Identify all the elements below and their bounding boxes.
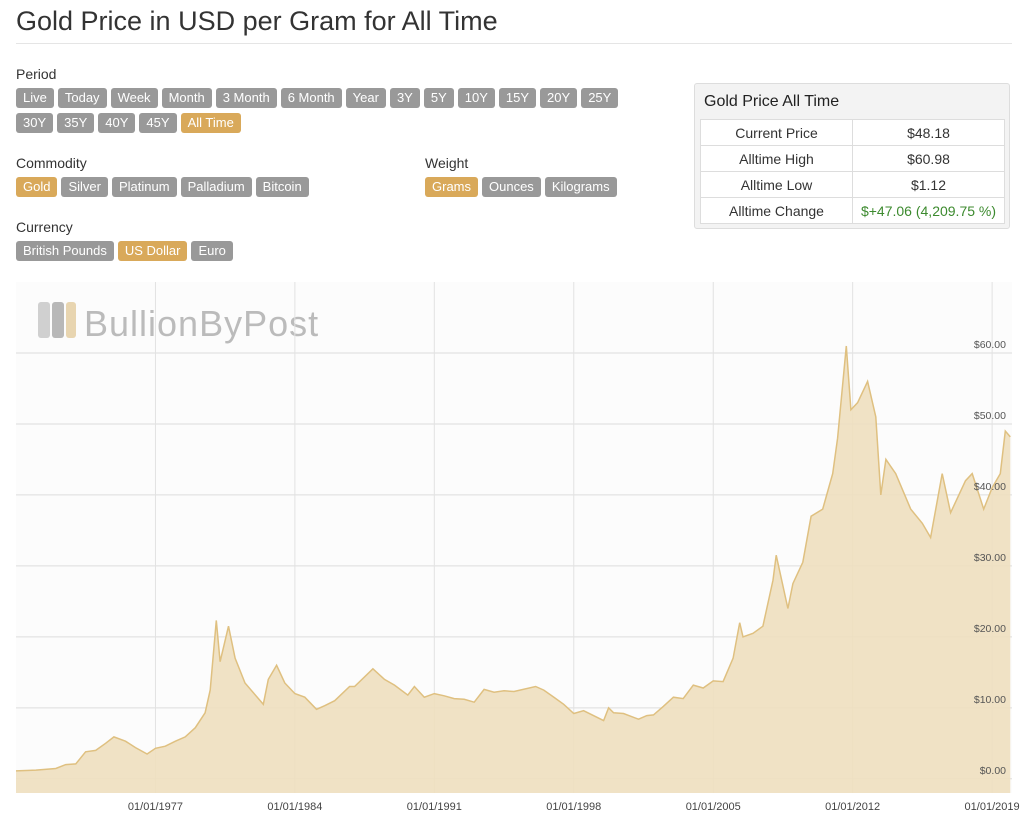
summary-value: $1.12	[852, 171, 1005, 198]
filter-button[interactable]: British Pounds	[16, 241, 114, 261]
summary-label: Current Price	[700, 119, 853, 146]
filter-button[interactable]: Today	[57, 88, 107, 108]
summary-panel: Gold Price All Time Current Price $48.18 A…	[694, 83, 1010, 229]
filter-button[interactable]: Week	[110, 88, 158, 108]
filter-button[interactable]: Euro	[191, 241, 233, 261]
filter-options: Grams Ounces Kilograms	[425, 177, 725, 197]
filter-options: Gold Silver Platinum Palladium Bitcoin	[16, 177, 416, 197]
y-tick-label: $10.00	[974, 694, 1006, 706]
summary-value: $48.18	[852, 119, 1005, 146]
chart: BullionByPost 01/01/1977 01/01/1984 01/01/…	[15, 282, 1020, 813]
filter-button[interactable]: Gold	[16, 177, 58, 197]
filter-button[interactable]: 30Y	[16, 113, 54, 133]
filter-button[interactable]: 3Y	[389, 88, 420, 108]
filter-label: Weight	[425, 155, 469, 171]
filter-button[interactable]: All Time	[180, 113, 241, 133]
logo-bar	[52, 302, 64, 338]
filter-button[interactable]: 40Y	[98, 113, 136, 133]
filter-button[interactable]: Silver	[61, 177, 108, 197]
x-tick-label: 01/01/1977	[128, 801, 183, 813]
filter-button[interactable]: Month	[161, 88, 212, 108]
summary-value: $60.98	[852, 145, 1005, 172]
x-tick-label: 01/01/1991	[407, 801, 462, 813]
filter-button[interactable]: 6 Month	[280, 88, 342, 108]
y-tick-label: $20.00	[974, 623, 1006, 635]
summary-table: Current Price $48.18 Alltime High $60.98 All…	[700, 119, 1005, 224]
y-tick-label: $0.00	[980, 765, 1006, 777]
filter-button[interactable]: Grams	[425, 177, 478, 197]
summary-title: Gold Price All Time	[704, 93, 840, 110]
filter-options: British Pounds US Dollar Euro	[16, 241, 416, 261]
filter-options: Live Today Week Month 3 Month 6 Month Year 3Y 5Y…	[16, 88, 636, 133]
filter-button[interactable]: Ounces	[482, 177, 541, 197]
filter-button[interactable]: 10Y	[457, 88, 495, 108]
page-title: Gold Price in USD per Gram for All Time	[16, 6, 1012, 44]
logo-bar	[38, 302, 50, 338]
area-fill	[16, 346, 1011, 793]
x-tick-label: 01/01/2019	[965, 801, 1020, 813]
x-tick-label: 01/01/2005	[686, 801, 741, 813]
y-tick-label: $60.00	[974, 339, 1006, 351]
price-line	[15, 345, 1011, 772]
filter-button[interactable]: 3 Month	[215, 88, 277, 108]
summary-label: Alltime Low	[700, 171, 853, 198]
summary-label: Alltime Change	[700, 197, 853, 224]
x-tick-label: 01/01/1998	[546, 801, 601, 813]
filter-button[interactable]: US Dollar	[117, 241, 188, 261]
filter-label: Period	[16, 66, 57, 82]
summary-value: $+47.06 (4,209.75 %)	[852, 197, 1005, 224]
filter-label: Currency	[16, 219, 73, 235]
filter-button[interactable]: Palladium	[180, 177, 252, 197]
summary-row: Alltime High $60.98	[700, 145, 1005, 172]
filter-button[interactable]: Live	[16, 88, 54, 108]
filter-button[interactable]: 35Y	[57, 113, 95, 133]
filter-group: Currency British Pounds US Dollar Euro	[16, 219, 416, 261]
x-tick-label: 01/01/1984	[267, 801, 322, 813]
filter-button[interactable]: 20Y	[540, 88, 578, 108]
filter-button[interactable]: Year	[345, 88, 386, 108]
summary-row: Current Price $48.18	[700, 119, 1005, 146]
filter-group: Commodity Gold Silver Platinum Palladium Bitc…	[16, 155, 416, 197]
filter-button[interactable]: Platinum	[111, 177, 177, 197]
filter-button[interactable]: 45Y	[139, 113, 177, 133]
summary-row: Alltime Low $1.12	[700, 171, 1005, 198]
filter-label: Commodity	[16, 155, 87, 171]
filter-button[interactable]: 15Y	[498, 88, 537, 108]
filter-button[interactable]: 25Y	[581, 88, 619, 108]
x-tick-label: 01/01/2012	[825, 801, 880, 813]
filter-button[interactable]: Bitcoin	[255, 177, 309, 197]
filter-group: Period Live Today Week Month 3 Month 6 Month Ye…	[16, 66, 636, 133]
summary-row: Alltime Change $+47.06 (4,209.75 %)	[700, 197, 1005, 224]
watermark: BullionByPost	[84, 303, 319, 344]
summary-label: Alltime High	[700, 145, 853, 172]
filter-button[interactable]: 5Y	[423, 88, 454, 108]
y-tick-label: $50.00	[974, 410, 1006, 422]
y-tick-label: $30.00	[974, 552, 1006, 564]
logo	[38, 302, 76, 338]
y-tick-label: $40.00	[974, 481, 1006, 493]
filter-button[interactable]: Kilograms	[544, 177, 617, 197]
filter-group: Weight Grams Ounces Kilograms	[425, 155, 725, 197]
logo-bar	[66, 302, 76, 338]
